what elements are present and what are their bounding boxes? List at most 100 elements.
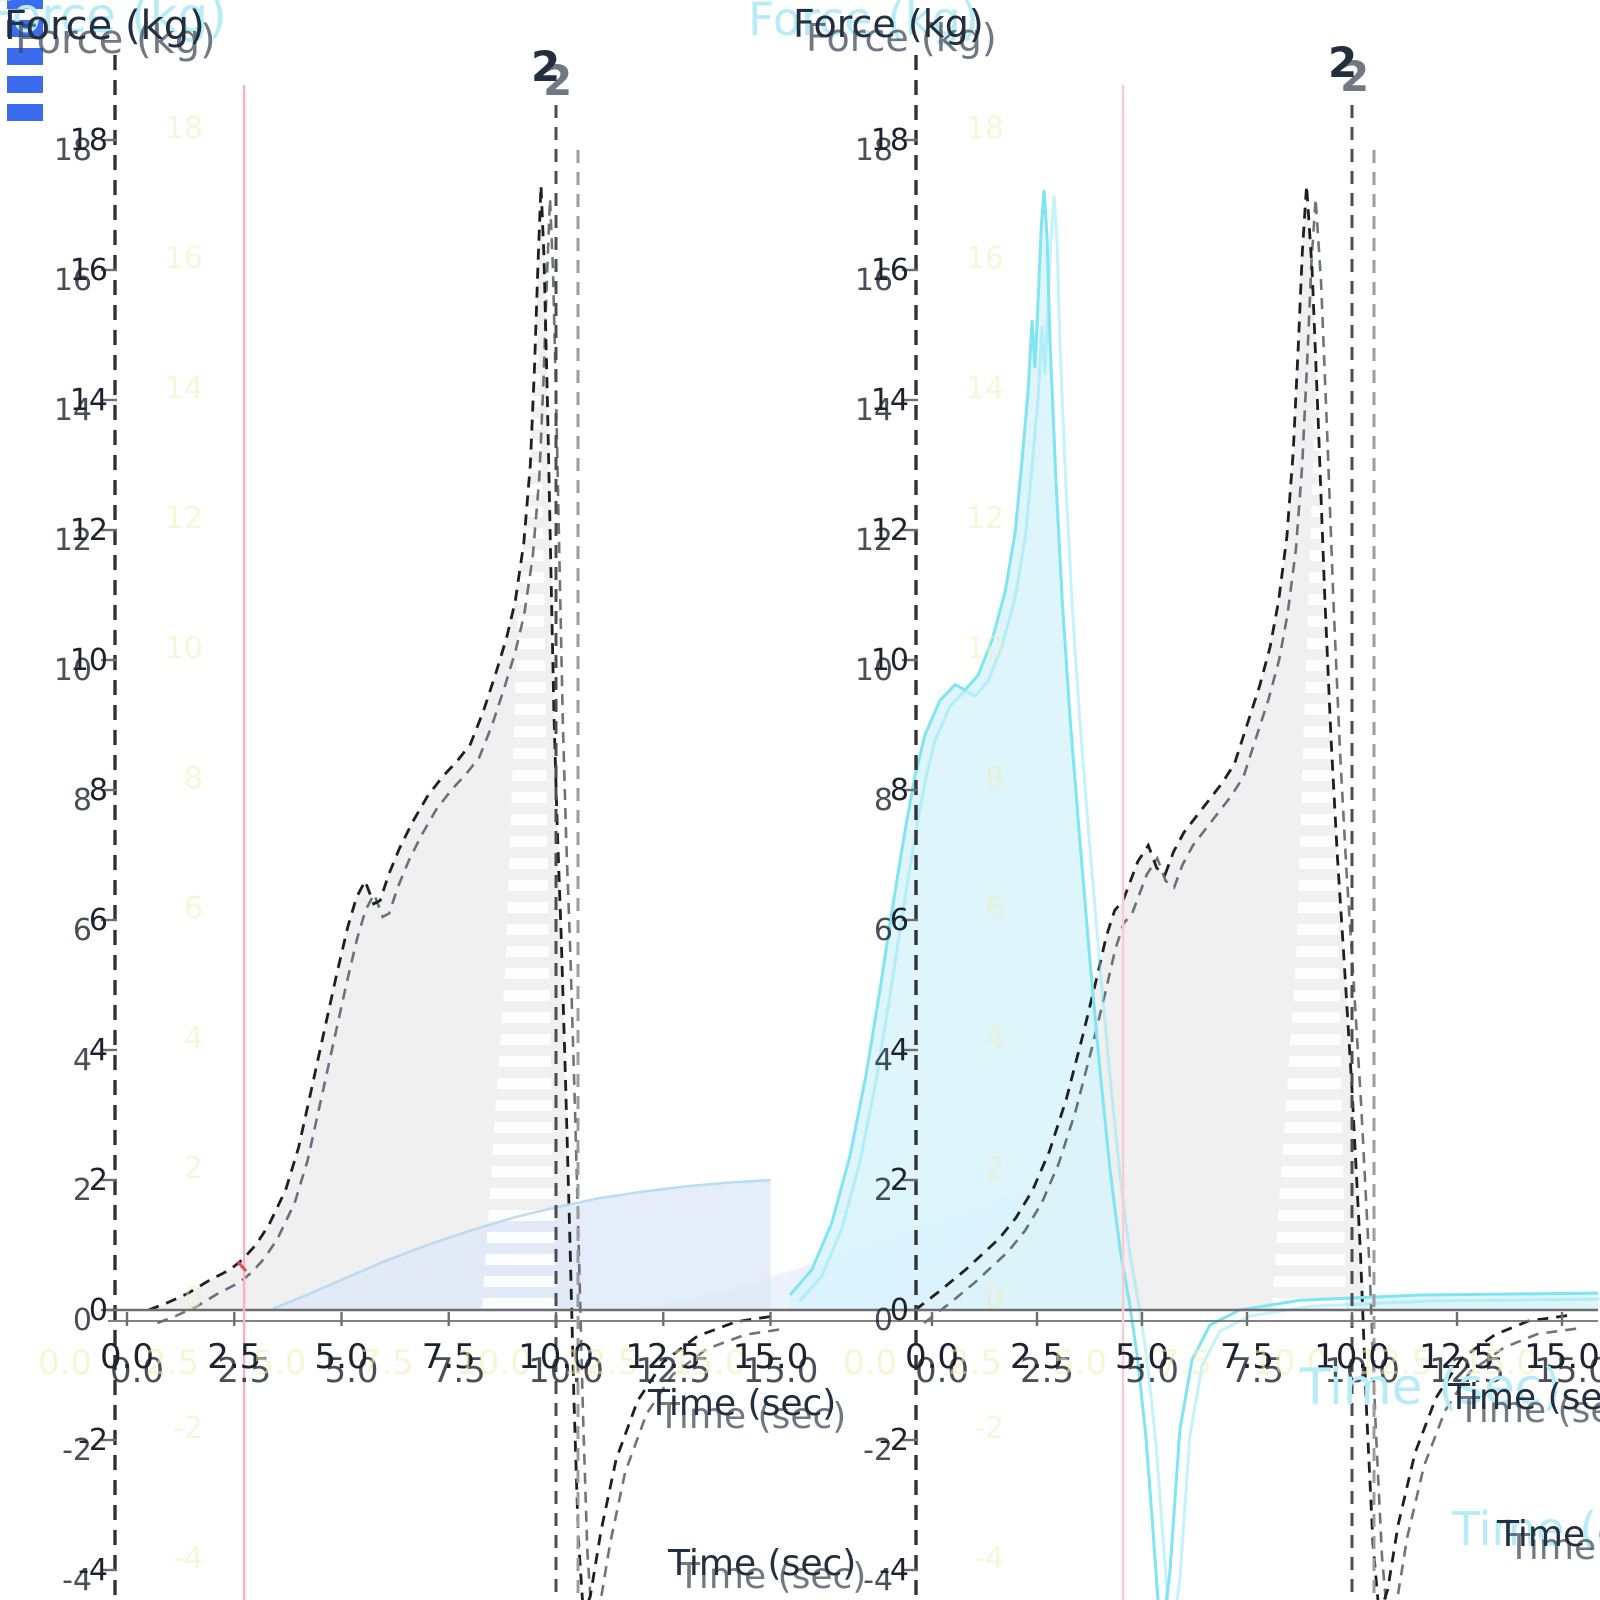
event-marker-left: 2 [531, 42, 561, 91]
y-tick-label: 4 [89, 1033, 108, 1068]
y-tick-label-ghost: 4 [874, 1043, 893, 1078]
x-tick-label-ghost: 12.5 [635, 1351, 711, 1391]
x-axis-title-ghost-left: Time (sec) [658, 1396, 847, 1437]
y-tick-label-yellow-ghost: 8 [184, 761, 203, 796]
x-tick-label: 0.0 [100, 1337, 154, 1377]
y-tick-label: 10 [70, 643, 108, 678]
grip-force-line-ghost [156, 198, 780, 1600]
x-tick-label: 2.5 [207, 1337, 261, 1377]
y-tick-label: 2 [89, 1163, 108, 1198]
y-tick-label: 6 [89, 903, 108, 938]
x-axis-title-lower-ghost-left: Time (sec) [678, 1556, 867, 1597]
x-tick-label-ghost: 2.5 [1020, 1351, 1074, 1391]
stripe-artifact [482, 175, 556, 1308]
y-axis-title-right: Force (kg) [793, 2, 984, 46]
y-tick-label-ghost: 0 [874, 1303, 893, 1338]
y-tick-label: -4 [78, 1553, 108, 1588]
x-tick-label-ghost: 7.5 [1230, 1351, 1284, 1391]
x-tick-label-ghost: 12.5 [1429, 1351, 1505, 1391]
x-tick-label: 12.5 [625, 1337, 701, 1377]
x-tick-label: 7.5 [422, 1337, 476, 1377]
y-tick-label-ghost: 2 [874, 1173, 893, 1208]
x-axis-title-ghost-right: Time (sec) [1458, 1390, 1600, 1431]
y-tick-label-ghost: -4 [863, 1563, 893, 1598]
y-axis-title-ghost-left: Force (kg) [15, 17, 216, 63]
x-tick-label-yellow-ghost: 5.0 [252, 1343, 306, 1383]
x-tick-label: 7.5 [1220, 1337, 1274, 1377]
y-tick-label: 6 [890, 903, 909, 938]
x-tick-label-ghost: 2.5 [217, 1351, 271, 1391]
y-tick-label: 0 [89, 1293, 108, 1328]
y-tick-label: 8 [89, 773, 108, 808]
y-tick-label-ghost: 4 [73, 1043, 92, 1078]
y-tick-label-ghost: 8 [73, 783, 92, 818]
cyan-burst-line-ghost [798, 195, 1600, 1600]
y-tick-label: 12 [871, 513, 909, 548]
y-tick-label-yellow-ghost: 2 [184, 1151, 203, 1186]
y-tick-label-ghost: 8 [874, 783, 893, 818]
y-tick-label-ghost: 12 [54, 523, 92, 558]
y-tick-label-ghost: 0 [73, 1303, 92, 1338]
y-tick-label-ghost: 2 [73, 1173, 92, 1208]
y-tick-label-yellow-ghost: 14 [165, 371, 203, 406]
cyan-burst-area [790, 190, 1599, 1310]
event-marker-ghost-left: 2 [543, 56, 573, 105]
x-axis-title-corner-cyan: Time (sec) [1452, 1502, 1600, 1556]
y-tick-label-yellow-ghost: 12 [966, 501, 1004, 536]
x-tick-label-yellow-ghost: 2.5 [145, 1343, 199, 1383]
y-tick-label: 0 [890, 1293, 909, 1328]
x-tick-label-ghost: 10.0 [1324, 1351, 1400, 1391]
y-tick-label-yellow-ghost: -4 [173, 1541, 203, 1576]
y-tick-label-yellow-ghost: 12 [165, 501, 203, 536]
y-tick-label-yellow-ghost: -4 [974, 1541, 1004, 1576]
grip-force-line [147, 185, 771, 1600]
y-tick-label-yellow-ghost: 10 [966, 631, 1004, 666]
x-tick-label: 5.0 [1115, 1337, 1169, 1377]
x-axis-title-lower-left: Time (sec) [668, 1543, 857, 1584]
y-tick-label: 18 [871, 123, 909, 158]
event-marker-ghost-right: 2 [1340, 52, 1370, 101]
x-tick-label: 10.0 [518, 1337, 594, 1377]
y-tick-label: 12 [70, 513, 108, 548]
x-tick-label: 2.5 [1010, 1337, 1064, 1377]
x-tick-label: 15.0 [733, 1337, 809, 1377]
y-tick-label-yellow-ghost: -2 [173, 1411, 203, 1446]
x-tick-label-ghost: 15.0 [1534, 1351, 1600, 1391]
y-tick-label-ghost: 6 [73, 913, 92, 948]
x-tick-label-yellow-ghost: 15.0 [671, 1343, 747, 1383]
x-tick-label-yellow-ghost: 15.0 [1462, 1343, 1538, 1383]
x-tick-label-yellow-ghost: 7.5 [1158, 1343, 1212, 1383]
y-tick-label-ghost: 14 [855, 393, 893, 428]
y-tick-label: 10 [871, 643, 909, 678]
y-tick-label: 16 [70, 253, 108, 288]
x-tick-label-ghost: 10.0 [528, 1351, 604, 1391]
y-tick-label-yellow-ghost: 10 [165, 631, 203, 666]
grip-force-area [148, 185, 771, 1310]
y-tick-label-ghost: -2 [863, 1433, 893, 1468]
y-tick-label-yellow-ghost: 16 [966, 241, 1004, 276]
y-axis-title-ghost-right: Force (kg) [806, 16, 997, 60]
y-tick-label: 8 [890, 773, 909, 808]
x-tick-label-ghost: 0.0 [915, 1351, 969, 1391]
x-tick-label-ghost: 5.0 [1125, 1351, 1179, 1391]
x-tick-label-ghost: 5.0 [324, 1351, 378, 1391]
y-tick-label-ghost: -4 [62, 1563, 92, 1598]
grip-force-line-ghost [923, 198, 1580, 1600]
y-tick-label-yellow-ghost: 14 [966, 371, 1004, 406]
x-tick-label-yellow-ghost: 5.0 [1053, 1343, 1107, 1383]
cyan-burst-line [788, 189, 1599, 1600]
red-tick-artifact [236, 1261, 248, 1272]
y-tick-label: 18 [70, 123, 108, 158]
x-tick-label-yellow-ghost: 10.0 [456, 1343, 532, 1383]
y-tick-label-ghost: -2 [62, 1433, 92, 1468]
y-tick-label-yellow-ghost: 0 [184, 1281, 203, 1316]
x-tick-label-yellow-ghost: 7.5 [360, 1343, 414, 1383]
y-tick-label: 4 [890, 1033, 909, 1068]
x-tick-label-yellow-ghost: 12.5 [563, 1343, 639, 1383]
y-tick-label-ghost: 16 [855, 263, 893, 298]
x-tick-label: 15.0 [1524, 1337, 1600, 1377]
y-tick-label-ghost: 12 [855, 523, 893, 558]
y-tick-label-yellow-ghost: 16 [165, 241, 203, 276]
